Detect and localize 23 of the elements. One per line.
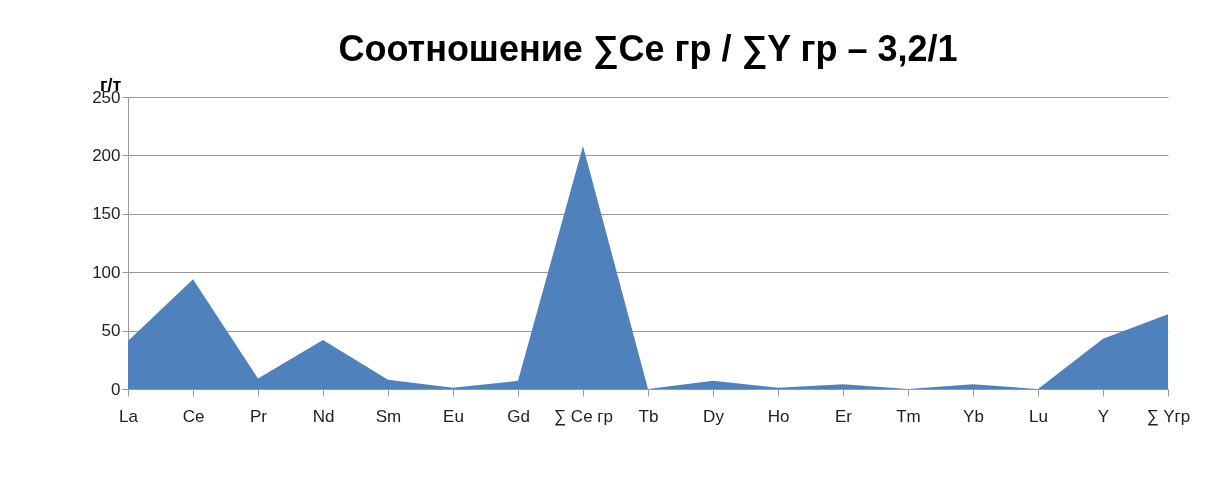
x-tick-label: Tm bbox=[896, 406, 921, 426]
y-tick-label: 0 bbox=[111, 379, 121, 399]
x-tick-label: Eu bbox=[443, 406, 464, 426]
x-tick-label: Nd bbox=[312, 406, 335, 426]
x-tick-label: Yb bbox=[963, 406, 984, 426]
x-tick-label: Gd bbox=[507, 406, 530, 426]
chart-title: Соотношение ∑Ce гр / ∑Y гр – 3,2/1 bbox=[338, 28, 958, 69]
x-tick-label: Tb bbox=[638, 406, 659, 426]
x-tick-label: Ho bbox=[767, 406, 790, 426]
x-tick-label: Dy bbox=[703, 406, 725, 426]
x-tick-label: Sm bbox=[375, 406, 402, 426]
y-tick-label: 50 bbox=[101, 321, 121, 341]
x-tick-label: Y bbox=[1097, 406, 1110, 426]
y-tick-label: 200 bbox=[92, 145, 121, 165]
x-tick-label: Er bbox=[835, 406, 853, 426]
x-tick-label: ∑ Yгр bbox=[1146, 406, 1191, 426]
x-tick-label: Pr bbox=[250, 406, 268, 426]
x-tick-label: ∑ Ce гр bbox=[554, 406, 613, 426]
x-tick-label: Lu bbox=[1029, 406, 1048, 426]
y-tick-label: 100 bbox=[92, 262, 121, 282]
x-tick-label: Ce bbox=[182, 406, 205, 426]
x-tick-label: La bbox=[119, 406, 139, 426]
y-tick-label: 150 bbox=[92, 204, 121, 224]
